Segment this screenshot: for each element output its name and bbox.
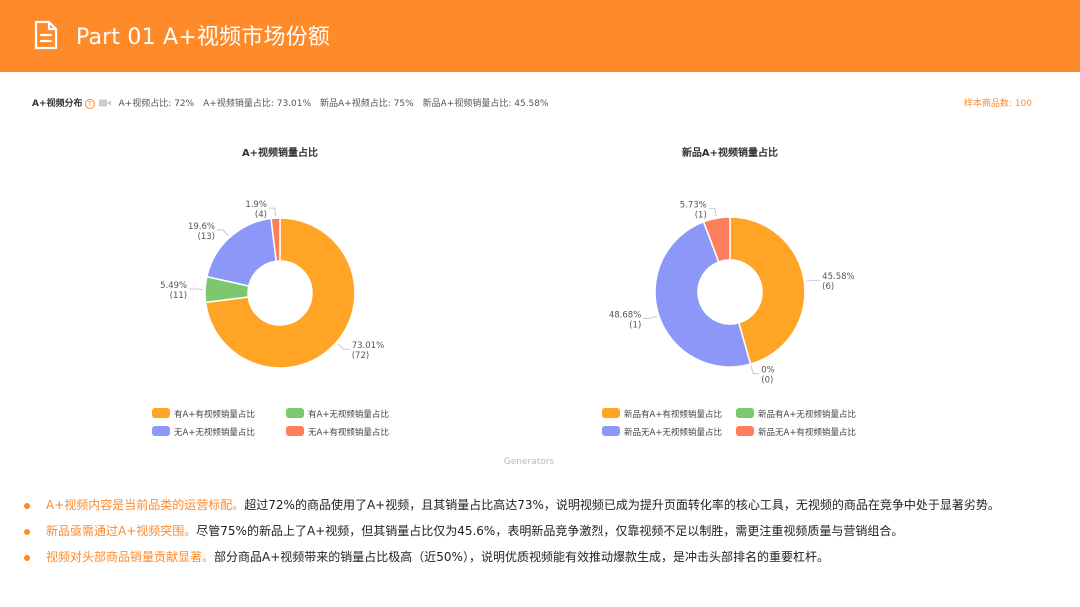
legend-item-no-a-has-video[interactable]: 新品无A+有视频销量占比 <box>736 426 856 438</box>
legend-swatch <box>736 408 754 418</box>
leader-line <box>708 207 717 217</box>
legend-swatch <box>286 408 304 418</box>
leader-line <box>806 279 821 282</box>
slice-no-a-has-video[interactable] <box>270 217 281 263</box>
legend-item-no-a-has-video[interactable]: 无A+有视频销量占比 <box>286 426 389 438</box>
legend-label: 有A+有视频销量占比 <box>174 410 255 420</box>
insight-text: 部分商品A+视频带来的销量占比极高（近50%），说明优质视频能有效推动爆款生成，… <box>214 550 829 564</box>
data-label-percent: 73.01% <box>352 341 384 351</box>
legend-item-no-a-no-video[interactable]: 无A+无视频销量占比 <box>152 426 255 438</box>
help-icon[interactable]: ? <box>84 99 95 109</box>
legend-label: 有A+无视频销量占比 <box>308 410 389 420</box>
header-bar: Part 01 A+视频市场份额 <box>0 0 1080 72</box>
slice-no-a-has-video[interactable] <box>702 216 731 264</box>
leader-line <box>643 315 658 320</box>
insight-item: 新品亟需通过A+视频突围。尽管75%的新品上了A+视频，但其销量占比仅为45.6… <box>24 522 1074 548</box>
insight-highlight: A+视频内容是当前品类的运营标配。 <box>46 498 245 512</box>
chart-title: A+视频销量占比 <box>241 148 319 159</box>
legend-label: 新品有A+有视频销量占比 <box>624 410 722 420</box>
document-icon <box>34 20 58 50</box>
bullet-dot-icon <box>24 503 30 509</box>
legend-swatch <box>152 408 170 418</box>
data-label-percent: 45.58% <box>822 272 854 282</box>
slice-no-a-no-video[interactable] <box>205 217 278 287</box>
data-label-count: (11) <box>170 291 187 301</box>
data-label-count: (1) <box>629 321 641 331</box>
data-label-percent: 48.68% <box>609 311 641 321</box>
legend-swatch <box>286 426 304 436</box>
insight-item: A+视频内容是当前品类的运营标配。超过72%的商品使用了A+视频，且其销量占比高… <box>24 496 1074 522</box>
legend-item-no-a-no-video[interactable]: 新品无A+无视频销量占比 <box>602 426 722 438</box>
slice-has-a-has-video[interactable] <box>729 216 806 366</box>
chart-title: 新品A+视频销量占比 <box>681 148 779 159</box>
legend-item-has-a-has-video[interactable]: 有A+有视频销量占比 <box>152 408 255 420</box>
legend-swatch <box>736 426 754 436</box>
donut-chart-new-video-sales: 新品A+视频销量占比 45.58% (6) 0% (0) 48.68% (1) 5.73%(… <box>550 140 910 450</box>
watermark: Generators <box>503 457 555 467</box>
data-label-count: (6) <box>822 282 834 292</box>
insight-text: 尽管75%的新品上了A+视频，但其销量占比仅为45.6%，表明新品竞争激烈，仅靠… <box>196 524 904 538</box>
donut-chart-svg: 73.01%(72) 5.49%(11) 19.6%(13) 1.9%(4) <box>160 200 384 369</box>
data-label-count: (72) <box>352 351 369 361</box>
stats-label: A+视频分布 <box>32 99 83 109</box>
slice-has-a-has-video[interactable] <box>204 217 356 369</box>
leader-line <box>268 207 276 217</box>
data-label-percent: 5.49% <box>160 281 187 291</box>
data-label-count: (13) <box>198 232 215 242</box>
sample-count: 样本商品数: 100 <box>963 99 1032 109</box>
insight-highlight: 视频对头部商品销量贡献显著。 <box>46 550 215 564</box>
data-label-percent: 0% <box>761 366 775 376</box>
leader-line <box>750 365 760 375</box>
insight-item: 视频对头部商品销量贡献显著。部分商品A+视频带来的销量占比极高（近50%），说明… <box>24 548 1074 574</box>
data-label-count: (4) <box>255 210 267 220</box>
bullet-dot-icon <box>24 555 30 561</box>
donut-chart-video-sales: A+视频销量占比 73.01% (72) 5.49% (11) 19.6% (13) 1.9… <box>100 140 460 450</box>
stat-video-sales-share: A+视频销量占比: 73.01% <box>203 99 312 109</box>
stats-bar: A+视频分布? A+视频占比: 72% A+视频销量占比: 73.01% 新品A+视频… <box>32 96 1032 110</box>
legend-swatch <box>602 408 620 418</box>
leader-line <box>337 343 350 350</box>
legend-item-has-a-no-video[interactable]: 有A+无视频销量占比 <box>286 408 389 420</box>
data-label-count: (0) <box>761 376 773 386</box>
data-label-percent: 19.6% <box>188 222 215 232</box>
slice-no-a-no-video[interactable] <box>654 220 752 368</box>
data-label-percent: 5.73% <box>680 200 707 210</box>
legend-item-has-a-has-video[interactable]: 新品有A+有视频销量占比 <box>602 408 722 420</box>
legend-swatch <box>152 426 170 436</box>
legend-swatch <box>602 426 620 436</box>
page-title: Part 01 A+视频市场份额 <box>76 25 331 50</box>
stat-new-video-sales-share: 新品A+视频销量占比: 45.58% <box>422 99 549 109</box>
donut-chart-svg: 45.58%(6)0%(0)48.68%(1)5.73%(1) <box>609 200 855 386</box>
legend-item-has-a-no-video[interactable]: 新品有A+无视频销量占比 <box>736 408 856 420</box>
leader-line <box>216 229 229 237</box>
legend-label: 新品无A+无视频销量占比 <box>624 428 722 438</box>
data-label-count: (1) <box>695 210 707 220</box>
stat-new-video-share: 新品A+视频占比: 75% <box>320 99 414 109</box>
video-icon <box>98 99 111 107</box>
stat-video-share: A+视频占比: 72% <box>118 99 195 109</box>
insight-text: 超过72%的商品使用了A+视频，且其销量占比高达73%，说明视频已成为提升页面转… <box>244 498 1000 512</box>
legend-label: 无A+无视频销量占比 <box>174 428 255 438</box>
legend-label: 无A+有视频销量占比 <box>308 428 389 438</box>
legend-label: 新品无A+有视频销量占比 <box>758 428 856 438</box>
insights-list: A+视频内容是当前品类的运营标配。超过72%的商品使用了A+视频，且其销量占比高… <box>24 496 1074 574</box>
insight-highlight: 新品亟需通过A+视频突围。 <box>46 524 197 538</box>
legend-label: 新品有A+无视频销量占比 <box>758 410 856 420</box>
data-label-percent: 1.9% <box>245 200 267 210</box>
bullet-dot-icon <box>24 529 30 535</box>
